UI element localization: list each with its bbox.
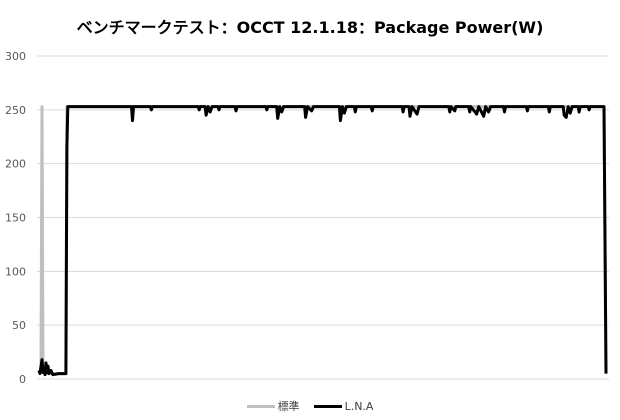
y-tick-label: 200: [5, 158, 26, 171]
y-tick-label: 250: [5, 104, 26, 117]
legend-item-standard: 標準: [246, 398, 300, 414]
legend-label: L.N.A: [344, 399, 374, 413]
y-tick-label: 150: [5, 212, 26, 225]
legend-swatch: [313, 404, 342, 408]
legend: 標準 L.N.A: [0, 398, 620, 414]
y-tick-label: 100: [5, 265, 26, 278]
y-tick-label: 300: [5, 50, 26, 63]
legend-item-lna: L.N.A: [313, 398, 374, 414]
legend-swatch: [246, 404, 275, 408]
legend-label: 標準: [277, 400, 300, 413]
chart-title: ベンチマークテスト：OCCT 12.1.18：Package Power(W): [76, 18, 544, 37]
series-line-standard: [39, 105, 608, 376]
series-line-lna: [37, 105, 608, 377]
y-tick-label: 50: [12, 319, 26, 332]
y-tick-label: 0: [19, 373, 26, 386]
